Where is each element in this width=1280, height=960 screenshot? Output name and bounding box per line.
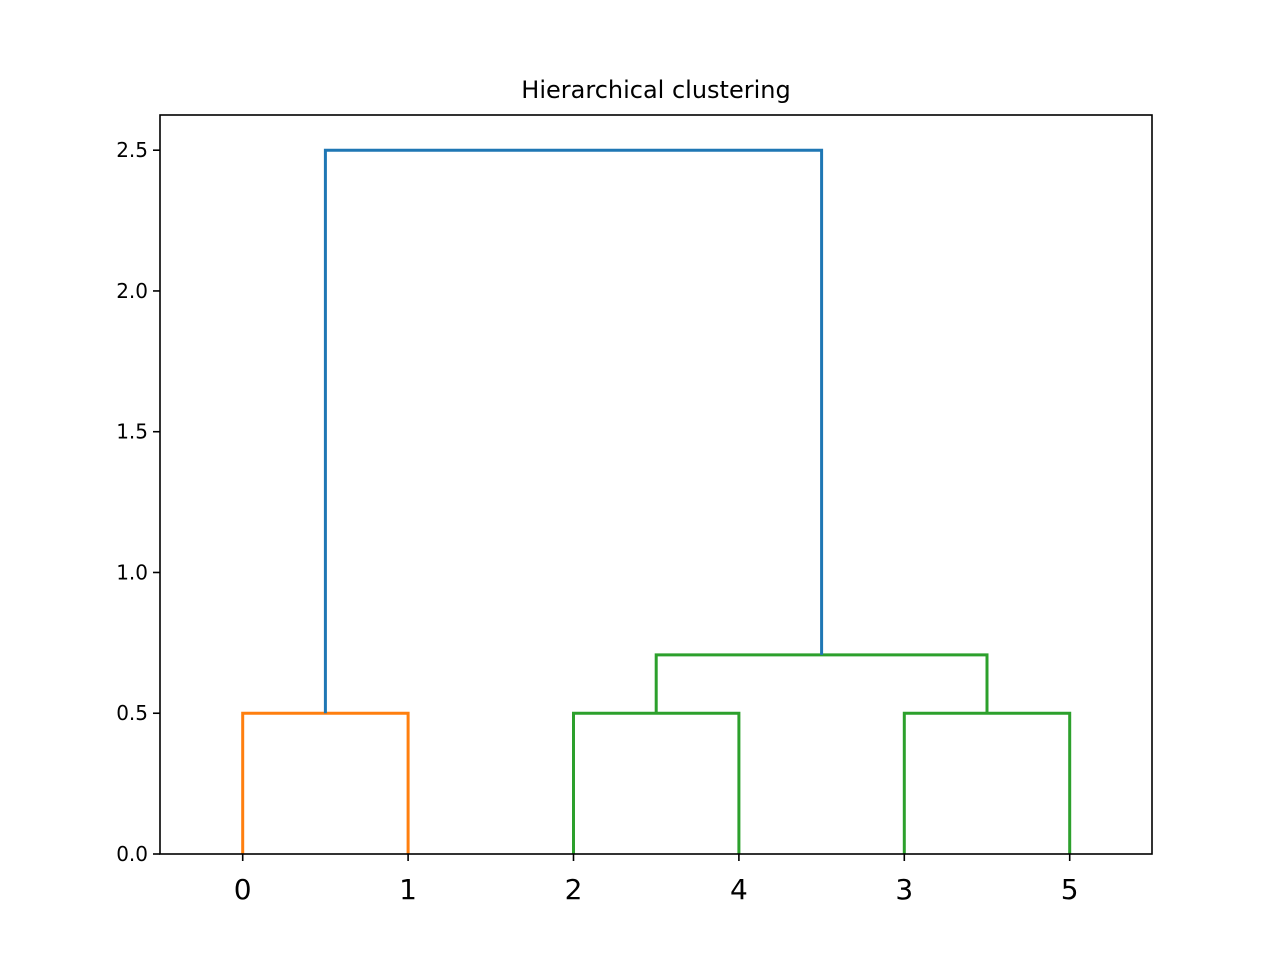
y-tick-label: 1.5: [116, 420, 148, 444]
y-tick-label: 1.0: [116, 560, 148, 584]
y-tick-label: 0.5: [116, 701, 148, 725]
x-tick-label: 3: [895, 873, 913, 906]
dendrogram-link-4: [323, 148, 824, 714]
dendrogram-link-0: [241, 711, 410, 854]
y-tick-label: 0.0: [116, 842, 148, 866]
chart-title: Hierarchical clustering: [521, 76, 790, 104]
dendrogram-link-3: [654, 653, 989, 714]
y-axis: 0.0 0.5 1.0 1.5 2.0 2.5: [116, 138, 160, 866]
dendrogram-link-2: [902, 711, 1072, 854]
plot-area-frame: [159, 114, 1153, 855]
dendrogram-link-1: [572, 711, 741, 854]
dendrogram-links: [241, 148, 1072, 854]
x-tick-label: 2: [565, 873, 583, 906]
x-tick-label: 1: [399, 873, 417, 906]
x-tick-label: 5: [1061, 873, 1079, 906]
y-tick-label: 2.0: [116, 279, 148, 303]
x-tick-label: 0: [234, 873, 252, 906]
y-tick-label: 2.5: [116, 138, 148, 162]
x-tick-label: 4: [730, 873, 748, 906]
x-axis: 0 1 2 4 3 5: [234, 854, 1079, 906]
